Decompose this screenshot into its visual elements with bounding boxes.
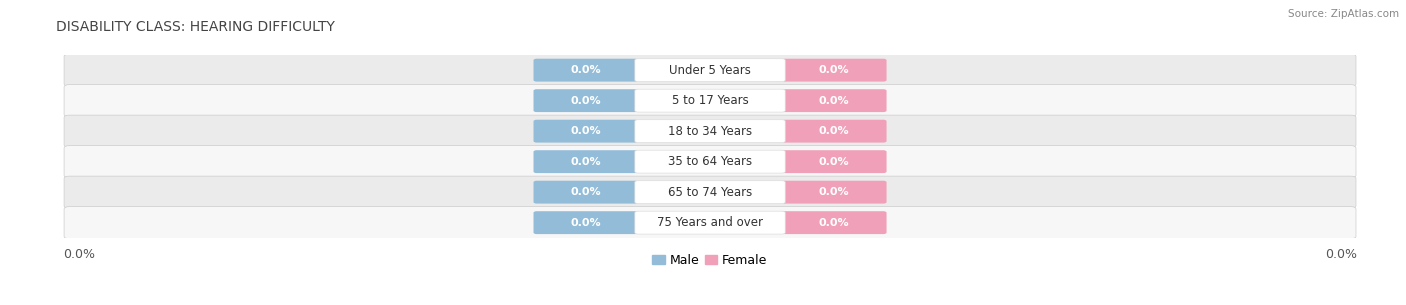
Text: 0.0%: 0.0% bbox=[571, 157, 602, 167]
FancyBboxPatch shape bbox=[533, 181, 638, 204]
FancyBboxPatch shape bbox=[533, 120, 638, 143]
FancyBboxPatch shape bbox=[533, 89, 638, 112]
FancyBboxPatch shape bbox=[65, 207, 1355, 239]
Text: DISABILITY CLASS: HEARING DIFFICULTY: DISABILITY CLASS: HEARING DIFFICULTY bbox=[56, 20, 335, 34]
Text: Source: ZipAtlas.com: Source: ZipAtlas.com bbox=[1288, 9, 1399, 19]
FancyBboxPatch shape bbox=[782, 120, 887, 143]
Text: 0.0%: 0.0% bbox=[571, 187, 602, 197]
Text: 0.0%: 0.0% bbox=[571, 65, 602, 75]
Text: 0.0%: 0.0% bbox=[571, 218, 602, 228]
FancyBboxPatch shape bbox=[636, 181, 785, 204]
FancyBboxPatch shape bbox=[636, 59, 785, 82]
Text: 0.0%: 0.0% bbox=[818, 218, 849, 228]
FancyBboxPatch shape bbox=[65, 145, 1355, 178]
Text: 0.0%: 0.0% bbox=[818, 126, 849, 136]
Legend: Male, Female: Male, Female bbox=[648, 249, 772, 272]
Text: 5 to 17 Years: 5 to 17 Years bbox=[672, 94, 748, 107]
FancyBboxPatch shape bbox=[533, 150, 638, 173]
FancyBboxPatch shape bbox=[65, 54, 1355, 86]
Text: Under 5 Years: Under 5 Years bbox=[669, 64, 751, 77]
FancyBboxPatch shape bbox=[65, 176, 1355, 208]
FancyBboxPatch shape bbox=[533, 59, 638, 82]
Text: 0.0%: 0.0% bbox=[818, 157, 849, 167]
FancyBboxPatch shape bbox=[636, 150, 785, 173]
Text: 0.0%: 0.0% bbox=[1326, 248, 1357, 261]
Text: 0.0%: 0.0% bbox=[818, 96, 849, 106]
Text: 65 to 74 Years: 65 to 74 Years bbox=[668, 186, 752, 199]
Text: 0.0%: 0.0% bbox=[63, 248, 94, 261]
FancyBboxPatch shape bbox=[65, 115, 1355, 147]
FancyBboxPatch shape bbox=[782, 181, 887, 204]
Text: 75 Years and over: 75 Years and over bbox=[657, 216, 763, 229]
Text: 0.0%: 0.0% bbox=[571, 126, 602, 136]
FancyBboxPatch shape bbox=[782, 89, 887, 112]
FancyBboxPatch shape bbox=[782, 150, 887, 173]
FancyBboxPatch shape bbox=[782, 211, 887, 234]
FancyBboxPatch shape bbox=[533, 211, 638, 234]
FancyBboxPatch shape bbox=[636, 89, 785, 112]
FancyBboxPatch shape bbox=[65, 85, 1355, 117]
FancyBboxPatch shape bbox=[636, 211, 785, 234]
Text: 35 to 64 Years: 35 to 64 Years bbox=[668, 155, 752, 168]
FancyBboxPatch shape bbox=[782, 59, 887, 82]
Text: 18 to 34 Years: 18 to 34 Years bbox=[668, 125, 752, 138]
Text: 0.0%: 0.0% bbox=[818, 187, 849, 197]
Text: 0.0%: 0.0% bbox=[571, 96, 602, 106]
Text: 0.0%: 0.0% bbox=[818, 65, 849, 75]
FancyBboxPatch shape bbox=[636, 120, 785, 143]
